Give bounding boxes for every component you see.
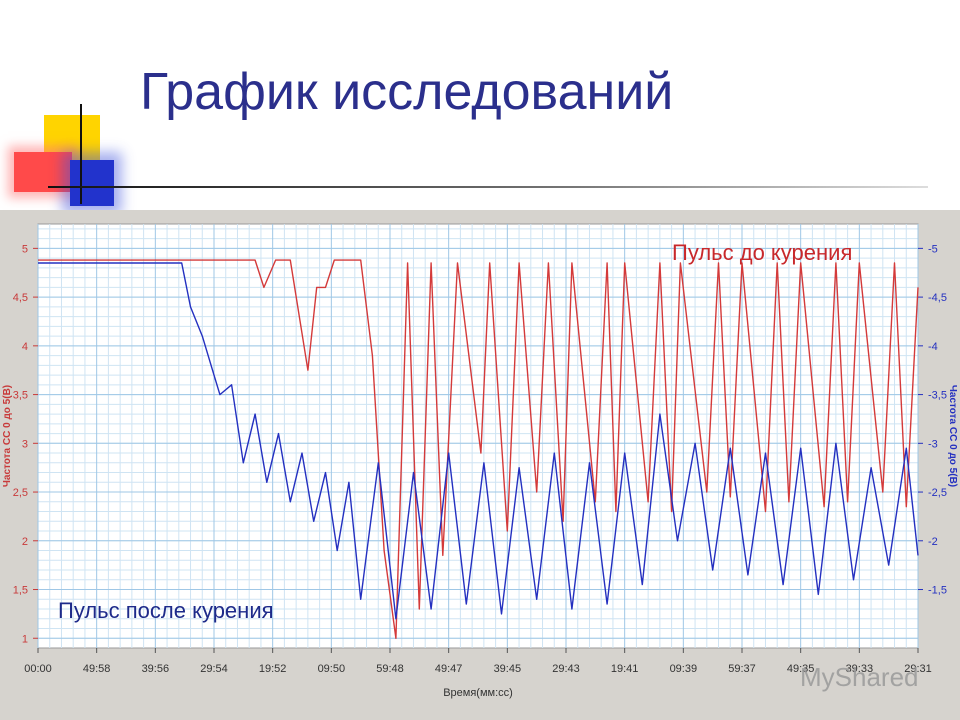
left-axis-tick-label: 3,5 — [13, 390, 28, 402]
decor-red-square — [14, 152, 72, 192]
x-axis-tick-label: 19:41 — [611, 663, 639, 675]
left-axis-tick-label: 2 — [22, 536, 28, 548]
left-axis-tick-label: 5 — [22, 243, 28, 255]
title-underline — [48, 186, 928, 188]
right-axis-tick-label: -4 — [928, 341, 938, 353]
x-axis-tick-label: 39:45 — [494, 663, 522, 675]
x-axis-tick-label: 09:50 — [318, 663, 346, 675]
left-axis-tick-label: 1 — [22, 633, 28, 645]
x-axis-tick-label: 39:56 — [142, 663, 170, 675]
watermark: MyShared — [800, 662, 919, 692]
right-axis-tick-label: -1,5 — [928, 585, 947, 597]
x-axis-tick-label: 59:48 — [376, 663, 404, 675]
right-axis-tick-label: -4,5 — [928, 292, 947, 304]
x-axis-tick-label: 29:31 — [904, 663, 932, 675]
left-axis-tick-label: 2,5 — [13, 487, 28, 499]
right-axis-tick-label: -2,5 — [928, 487, 947, 499]
right-axis-tick-label: -3,5 — [928, 390, 947, 402]
left-axis-tick-label: 4 — [22, 341, 28, 353]
left-axis-tick-label: 4,5 — [13, 292, 28, 304]
x-axis-tick-label: 59:37 — [728, 663, 756, 675]
series-label-after-smoking: Пульс после курения — [58, 598, 274, 623]
left-axis-tick-label: 1,5 — [13, 585, 28, 597]
x-axis-tick-label: 19:52 — [259, 663, 287, 675]
left-axis-tick-label: 3 — [22, 438, 28, 450]
right-axis-tick-label: -5 — [928, 243, 938, 255]
x-axis-tick-label: 29:43 — [552, 663, 580, 675]
series-line-before-smoking — [38, 259, 919, 639]
left-axis-label: Частота СС 0 до 5(В) — [2, 385, 13, 487]
decor-blue-square — [70, 160, 114, 206]
right-axis-label: Частота СС 0 до 5(В) — [947, 385, 958, 487]
series-line-after-smoking — [38, 262, 919, 620]
pulse-chart: 5 4,5 4 3,5 3 2,5 2 1,5 1 Частота СС 0 до 5(В) -5 -… — [2, 223, 958, 699]
x-axis-tick-label: 39:33 — [846, 663, 874, 675]
x-axis-tick-label: 49:47 — [435, 663, 463, 675]
x-axis-tick-label: 49:58 — [83, 663, 111, 675]
series-label-before-smoking: Пульс до курения — [672, 240, 853, 265]
x-axis-tick-label: 09:39 — [670, 663, 698, 675]
x-axis-label: Время(мм:сс) — [443, 687, 513, 699]
decor-vertical-line — [80, 104, 82, 204]
right-axis-tick-label: -2 — [928, 536, 938, 548]
x-axis-tick-label: 00:00 — [24, 663, 52, 675]
x-axis-tick-label: 29:54 — [200, 663, 228, 675]
slide-title: График исследований — [140, 63, 674, 121]
x-axis-tick-label: 49:35 — [787, 663, 815, 675]
right-axis-tick-label: -3 — [928, 438, 938, 450]
